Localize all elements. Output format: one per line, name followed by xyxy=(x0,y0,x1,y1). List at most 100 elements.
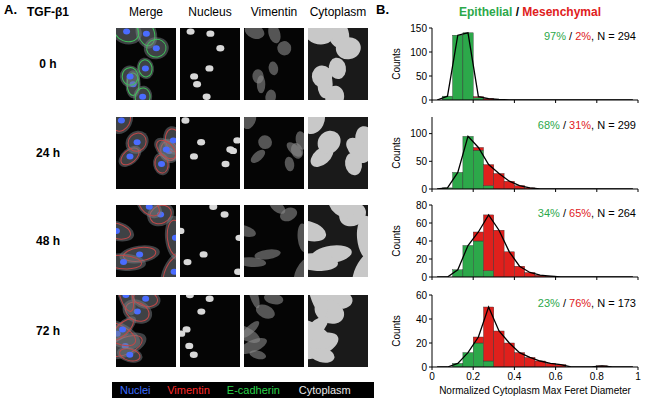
nucleus xyxy=(183,326,191,332)
y-tick-label: 0 xyxy=(421,272,427,283)
annotation-part: 68% xyxy=(538,119,560,131)
figure: A.TGF-β1MergeNucleusVimentinCytoplasm0 h… xyxy=(0,0,651,409)
bar xyxy=(484,361,494,367)
histogram: 050100Counts68% / 31%, N = 299 xyxy=(391,117,638,195)
bar xyxy=(494,331,504,367)
micrograph xyxy=(288,191,385,297)
nucleus xyxy=(123,29,130,35)
cell xyxy=(244,223,257,240)
annotation-part: 76% xyxy=(569,297,591,309)
y-axis-label: Counts xyxy=(391,137,402,169)
y-tick-label: 60 xyxy=(416,218,428,229)
nucleus xyxy=(120,259,127,265)
cell xyxy=(124,129,150,155)
x-tick xyxy=(473,367,474,370)
nucleus xyxy=(153,45,160,51)
cell xyxy=(308,117,329,138)
nucleus xyxy=(221,211,229,217)
cell xyxy=(248,147,267,165)
cell xyxy=(355,215,368,261)
legend-entry: Mesenchymal xyxy=(522,5,601,19)
annotation-part: / xyxy=(560,119,569,131)
nucleus xyxy=(184,259,192,265)
y-tick xyxy=(429,259,432,260)
total-outline xyxy=(437,307,633,367)
plot-area xyxy=(437,136,633,189)
nucleus xyxy=(163,146,170,152)
annotation-part: 65% xyxy=(569,207,591,219)
cell xyxy=(132,84,154,100)
micrograph xyxy=(107,14,176,109)
nucleus xyxy=(143,31,150,37)
column-header: Nucleus xyxy=(188,5,231,19)
micrograph xyxy=(297,103,377,189)
cell xyxy=(119,65,140,88)
cell xyxy=(142,35,170,61)
bar xyxy=(504,252,514,277)
bar xyxy=(463,353,473,367)
micrograph xyxy=(232,197,314,287)
cell xyxy=(244,256,266,268)
y-tick-label: 50 xyxy=(416,71,428,82)
micrograph xyxy=(90,273,176,367)
cell xyxy=(136,205,163,220)
y-tick-label: 0 xyxy=(421,362,427,373)
cell xyxy=(145,38,167,59)
x-tick xyxy=(473,189,474,192)
micrograph xyxy=(177,292,240,367)
cell xyxy=(134,87,151,100)
x-tick xyxy=(638,277,639,280)
nucleus xyxy=(127,73,134,79)
x-tick xyxy=(596,367,597,370)
x-tick xyxy=(638,189,639,192)
x-tick xyxy=(473,277,474,280)
total-outline xyxy=(437,215,633,277)
micrograph-bg xyxy=(180,205,240,277)
y-tick xyxy=(429,28,432,29)
nucleus xyxy=(235,235,240,241)
nucleus xyxy=(119,326,126,332)
cell xyxy=(116,295,140,318)
y-tick-label: 0 xyxy=(421,184,427,195)
annotation: 68% / 31%, N = 299 xyxy=(538,119,636,131)
bar xyxy=(484,215,494,271)
nucleus xyxy=(216,45,224,51)
x-tick-label: 0.6 xyxy=(549,371,563,382)
cell xyxy=(296,223,304,253)
row-label: 24 h xyxy=(36,146,60,160)
row-label: 48 h xyxy=(36,234,60,248)
column-header: Cytoplasm xyxy=(310,5,367,19)
cell xyxy=(153,137,176,162)
micrograph xyxy=(180,28,240,100)
nucleus xyxy=(206,30,214,36)
nucleus xyxy=(126,153,133,159)
y-axis-label: Counts xyxy=(391,48,402,80)
x-tick-label: 0.4 xyxy=(507,371,521,382)
nucleus xyxy=(122,295,129,298)
cell xyxy=(264,89,277,100)
nucleus xyxy=(181,117,189,123)
cell xyxy=(267,205,288,217)
nucleus xyxy=(197,308,205,314)
annotation-part: , N = 264 xyxy=(591,207,636,219)
y-tick-label: 40 xyxy=(416,314,428,325)
y-tick xyxy=(429,205,432,206)
nucleus xyxy=(190,153,198,159)
total-outline xyxy=(437,33,633,100)
cell xyxy=(116,117,137,138)
cell xyxy=(244,28,267,42)
cell xyxy=(324,84,346,100)
nucleus xyxy=(158,161,165,167)
x-tick xyxy=(432,100,433,103)
panel-label: A. xyxy=(4,2,17,17)
nucleus xyxy=(139,94,146,100)
micrograph-bg xyxy=(180,28,240,100)
legend-bg xyxy=(112,382,374,398)
cell xyxy=(342,133,368,165)
legend-entry: Epithelial xyxy=(459,5,512,19)
column-header: Merge xyxy=(129,5,163,19)
cell xyxy=(284,140,304,160)
micrograph xyxy=(228,281,304,367)
cell xyxy=(116,312,140,347)
cell xyxy=(308,312,332,347)
